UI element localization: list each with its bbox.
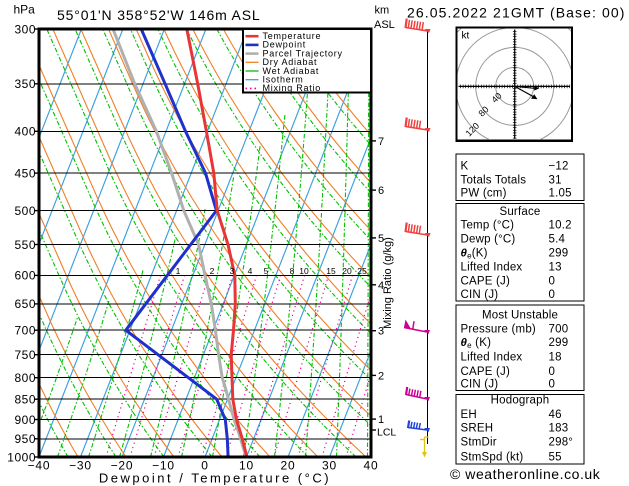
svg-text:550: 550: [14, 238, 36, 252]
svg-text:750: 750: [14, 348, 36, 362]
svg-text:4: 4: [248, 266, 253, 276]
svg-text:55: 55: [549, 452, 562, 464]
svg-text:StmDir: StmDir: [461, 436, 497, 448]
svg-text:0: 0: [549, 378, 556, 390]
svg-text:650: 650: [14, 297, 36, 311]
svg-text:700: 700: [549, 324, 569, 336]
svg-text:6: 6: [378, 185, 384, 197]
svg-text:0: 0: [549, 289, 556, 301]
svg-text:298°: 298°: [549, 436, 574, 448]
svg-text:1: 1: [378, 414, 384, 426]
svg-text:46: 46: [549, 409, 562, 421]
svg-text:31: 31: [549, 174, 562, 186]
svg-text:5.4: 5.4: [549, 234, 566, 246]
svg-text:PW (cm): PW (cm): [461, 187, 507, 199]
svg-text:km: km: [375, 5, 390, 17]
svg-text:kt: kt: [462, 31, 470, 42]
svg-text:−30: −30: [69, 459, 92, 473]
svg-text:LCL: LCL: [377, 427, 396, 439]
svg-text:4: 4: [378, 280, 384, 292]
svg-text:Dewp (°C): Dewp (°C): [461, 234, 516, 246]
svg-text:7: 7: [378, 136, 384, 148]
svg-text:Mixing Ratio: Mixing Ratio: [263, 83, 322, 93]
svg-text:1000: 1000: [7, 450, 36, 464]
svg-text:15: 15: [326, 266, 336, 276]
svg-text:CIN (J): CIN (J): [461, 289, 499, 301]
svg-text:900: 900: [14, 413, 36, 427]
svg-text:Dewpoint: Dewpoint: [263, 40, 307, 50]
svg-text:700: 700: [14, 324, 36, 338]
svg-text:5: 5: [378, 233, 384, 245]
svg-text:−40: −40: [28, 459, 51, 473]
svg-text:Dewpoint / Temperature (°C): Dewpoint / Temperature (°C): [99, 471, 331, 486]
svg-text:1: 1: [176, 266, 181, 276]
svg-text:Mixing Ratio (g/kg): Mixing Ratio (g/kg): [382, 237, 394, 329]
svg-text:3: 3: [378, 326, 384, 338]
svg-text:CAPE (J): CAPE (J): [461, 366, 511, 378]
svg-text:183: 183: [549, 422, 569, 434]
svg-text:hPa: hPa: [14, 3, 36, 17]
svg-text:299: 299: [549, 337, 569, 349]
svg-text:Temp (°C): Temp (°C): [461, 220, 515, 232]
svg-text:18: 18: [549, 352, 562, 364]
svg-text:10: 10: [239, 459, 254, 473]
svg-text:10.2: 10.2: [549, 220, 572, 232]
svg-text:25: 25: [357, 266, 367, 276]
svg-text:Dry Adiabat: Dry Adiabat: [263, 57, 318, 67]
svg-text:0: 0: [201, 459, 208, 473]
svg-text:1.05: 1.05: [549, 187, 572, 199]
svg-text:950: 950: [14, 432, 36, 446]
svg-text:299: 299: [549, 248, 569, 260]
svg-text:Lifted Index: Lifted Index: [461, 352, 523, 364]
svg-text:θe (K): θe (K): [461, 337, 492, 350]
svg-text:400: 400: [14, 125, 36, 139]
svg-text:10: 10: [299, 266, 309, 276]
svg-text:Most Unstable: Most Unstable: [482, 310, 558, 322]
svg-text:80: 80: [477, 104, 491, 118]
svg-text:SREH: SREH: [461, 422, 494, 434]
svg-text:850: 850: [14, 393, 36, 407]
svg-text:Lifted Index: Lifted Index: [461, 261, 523, 273]
svg-text:8: 8: [290, 266, 295, 276]
svg-text:Parcel Trajectory: Parcel Trajectory: [263, 48, 343, 58]
svg-text:−12: −12: [549, 161, 569, 173]
svg-text:θe(K): θe(K): [461, 248, 488, 261]
svg-text:Isotherm: Isotherm: [263, 75, 304, 85]
svg-text:Pressure (mb): Pressure (mb): [461, 324, 536, 336]
svg-text:CIN (J): CIN (J): [461, 378, 499, 390]
svg-text:StmSpd (kt): StmSpd (kt): [461, 452, 524, 464]
svg-text:Temperature: Temperature: [263, 31, 322, 41]
svg-text:ASL: ASL: [374, 19, 395, 31]
svg-text:−10: −10: [152, 459, 175, 473]
svg-text:300: 300: [14, 22, 36, 36]
svg-text:5: 5: [264, 266, 269, 276]
svg-text:−20: −20: [111, 459, 134, 473]
svg-text:26.05.2022 21GMT (Base: 00): 26.05.2022 21GMT (Base: 00): [407, 5, 626, 21]
svg-text:CAPE (J): CAPE (J): [461, 276, 511, 288]
svg-text:20: 20: [281, 459, 296, 473]
svg-text:20: 20: [342, 266, 352, 276]
svg-text:Surface: Surface: [499, 206, 540, 218]
svg-text:40: 40: [364, 459, 379, 473]
svg-text:3: 3: [230, 266, 235, 276]
svg-text:30: 30: [322, 459, 337, 473]
svg-text:600: 600: [14, 269, 36, 283]
svg-text:K: K: [461, 161, 469, 173]
svg-text:450: 450: [14, 166, 36, 180]
svg-text:Hodograph: Hodograph: [491, 394, 550, 406]
svg-text:© weatheronline.co.uk: © weatheronline.co.uk: [450, 466, 601, 482]
svg-text:2: 2: [210, 266, 215, 276]
svg-text:800: 800: [14, 371, 36, 385]
svg-text:EH: EH: [461, 409, 477, 421]
svg-text:55°01'N 358°52'W 146m ASL: 55°01'N 358°52'W 146m ASL: [57, 7, 261, 23]
svg-text:0: 0: [549, 276, 556, 288]
svg-text:Wet Adiabat: Wet Adiabat: [263, 66, 320, 76]
svg-text:Totals Totals: Totals Totals: [461, 174, 527, 186]
svg-text:500: 500: [14, 204, 36, 218]
svg-text:0: 0: [549, 366, 556, 378]
svg-text:13: 13: [549, 261, 562, 273]
svg-text:350: 350: [14, 77, 36, 91]
svg-text:2: 2: [378, 370, 384, 382]
